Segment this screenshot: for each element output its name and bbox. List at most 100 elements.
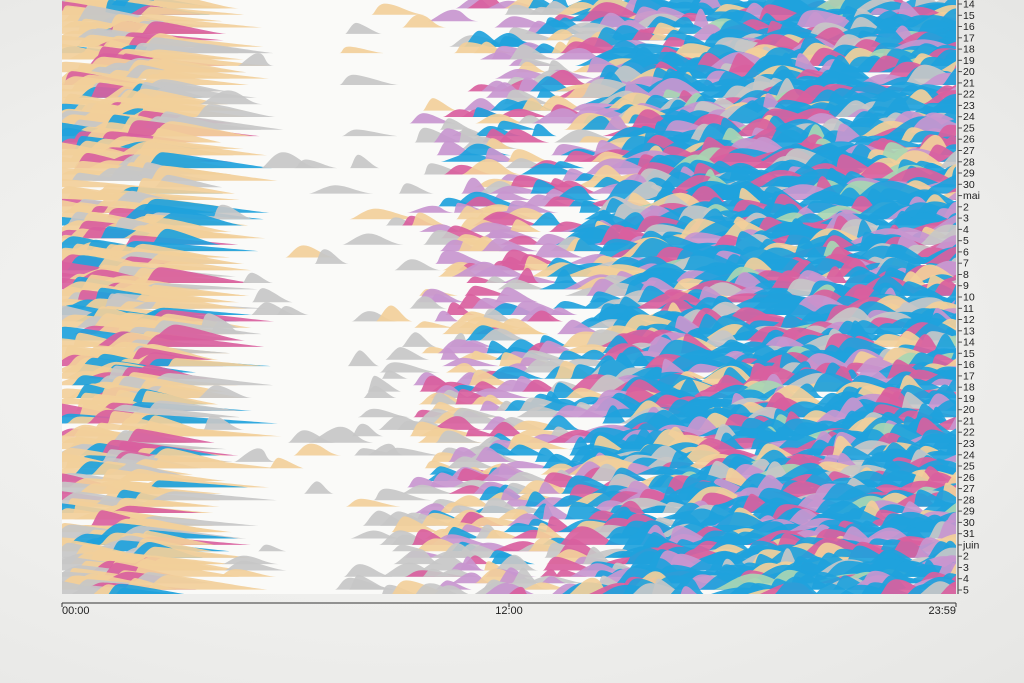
y-tick-label: 19 bbox=[963, 393, 975, 405]
ridge-mark bbox=[202, 415, 245, 430]
ridge-mark bbox=[522, 582, 571, 590]
ridge-mark bbox=[149, 455, 279, 469]
y-tick-label: 18 bbox=[963, 44, 975, 56]
ridge-mark bbox=[950, 348, 956, 360]
ridge-mark bbox=[491, 191, 532, 200]
ridge-mark bbox=[930, 354, 956, 367]
ridge-mark bbox=[951, 531, 956, 533]
ridge-mark bbox=[603, 115, 633, 130]
y-tick-label: 17 bbox=[963, 370, 975, 382]
y-tick-label: 11 bbox=[963, 303, 974, 315]
ridge-mark bbox=[140, 21, 227, 34]
ridge-mark bbox=[221, 555, 279, 565]
ridge-mark bbox=[135, 178, 236, 194]
ridge-mark bbox=[496, 128, 550, 143]
ridge-mark bbox=[937, 150, 956, 169]
y-tick-label: 5 bbox=[963, 585, 969, 597]
ridge-mark bbox=[950, 300, 956, 303]
ridge-mark bbox=[953, 441, 956, 443]
y-tick-label: 23 bbox=[963, 438, 975, 450]
ridge-mark bbox=[531, 212, 566, 226]
ridge-mark bbox=[293, 443, 342, 456]
ridge-mark bbox=[445, 363, 483, 373]
y-tick-label: 25 bbox=[963, 461, 975, 473]
ridge-mark bbox=[209, 321, 245, 335]
ridge-mark bbox=[553, 185, 599, 200]
ridge-mark bbox=[952, 94, 956, 98]
ridge-mark bbox=[434, 250, 491, 264]
ridge-mark bbox=[183, 43, 274, 54]
ridge-mark bbox=[414, 321, 454, 328]
ridge-mark bbox=[478, 328, 531, 341]
y-tick-label: 27 bbox=[963, 483, 975, 495]
ridge-mark bbox=[966, 250, 1020, 270]
ridge-mark bbox=[535, 522, 566, 539]
ridge-mark bbox=[140, 6, 245, 15]
ridge-mark bbox=[949, 38, 956, 41]
ridge-mark bbox=[706, 534, 756, 552]
ridge-mark bbox=[143, 267, 253, 283]
ridge-mark bbox=[966, 558, 1009, 577]
ridge-mark bbox=[935, 61, 956, 73]
ridge-mark bbox=[526, 310, 564, 322]
y-tick-label: 14 bbox=[963, 337, 975, 349]
ridge-mark bbox=[130, 13, 223, 22]
ridge-mark bbox=[341, 129, 398, 137]
y-tick-label: 12 bbox=[963, 314, 975, 326]
ridge-mark bbox=[493, 554, 539, 571]
y-tick-label: 31 bbox=[963, 528, 975, 540]
ridge-mark bbox=[149, 491, 278, 501]
ridge-mark bbox=[144, 575, 268, 590]
ridge-mark bbox=[381, 370, 409, 379]
ridge-mark bbox=[401, 14, 447, 28]
y-tick-label: 20 bbox=[963, 66, 975, 78]
ridge-mark bbox=[446, 495, 496, 507]
ridge-mark bbox=[242, 272, 273, 283]
ridge-mark bbox=[541, 576, 567, 584]
ridge-mark bbox=[351, 423, 384, 437]
ridge-mark bbox=[224, 560, 287, 571]
y-tick-label: 16 bbox=[963, 359, 975, 371]
y-tick-label: 15 bbox=[963, 348, 975, 360]
ridge-mark bbox=[536, 88, 561, 98]
ridge-mark bbox=[549, 307, 578, 315]
y-tick-label: 5 bbox=[963, 235, 969, 247]
ridge-mark bbox=[125, 88, 229, 105]
ridge-mark bbox=[459, 556, 484, 571]
ridge-mark bbox=[167, 358, 263, 367]
ridge-mark bbox=[434, 585, 469, 594]
ridge-mark bbox=[469, 350, 495, 360]
ridge-mark bbox=[464, 285, 512, 296]
ridge-mark bbox=[551, 161, 585, 169]
ridge-mark bbox=[930, 406, 951, 424]
ridge-mark bbox=[379, 362, 440, 373]
ridge-mark bbox=[542, 556, 600, 571]
ridge-mark bbox=[145, 193, 240, 200]
ridge-mark bbox=[462, 98, 505, 111]
ridge-mark bbox=[62, 178, 151, 188]
ridge-mark bbox=[519, 350, 570, 360]
ridge-mark bbox=[939, 428, 956, 437]
ridge-mark bbox=[651, 578, 682, 594]
ridge-mark bbox=[429, 293, 457, 303]
ridge-mark bbox=[946, 563, 956, 577]
x-tick-label: 23:59 bbox=[928, 605, 956, 617]
ridge-mark bbox=[198, 90, 263, 105]
ridge-mark bbox=[494, 287, 539, 303]
ridge-mark bbox=[940, 470, 956, 475]
y-tick-label: 3 bbox=[963, 562, 969, 574]
ridge-mark bbox=[398, 183, 434, 194]
ridge-mark bbox=[927, 378, 956, 386]
y-tick-label: 2 bbox=[963, 551, 969, 563]
ridge-mark bbox=[147, 261, 254, 271]
ridge-mark bbox=[372, 488, 432, 501]
ridge-mark bbox=[943, 358, 956, 367]
ridge-mark bbox=[531, 123, 557, 137]
ridge-mark bbox=[540, 569, 562, 577]
ridge-mark bbox=[139, 546, 250, 558]
y-tick-label: 24 bbox=[963, 111, 975, 123]
ridge-mark bbox=[955, 346, 956, 347]
ridge-mark bbox=[509, 44, 554, 60]
ridge-mark bbox=[537, 481, 562, 494]
